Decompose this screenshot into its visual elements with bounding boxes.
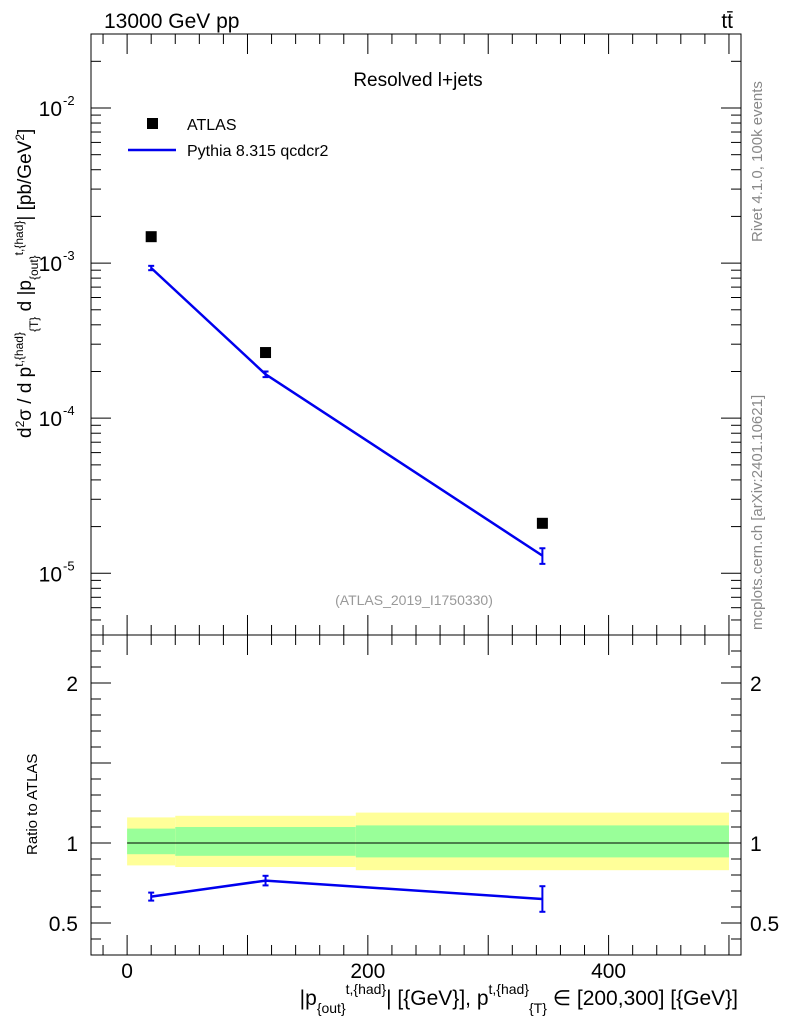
main-y-tick-label: 10 — [39, 408, 62, 431]
main-y-tick-exponent: -2 — [63, 93, 75, 108]
atlas-data-points — [145, 231, 548, 529]
x-tick-label: 400 — [591, 960, 626, 983]
main-y-tick-exponent: -4 — [63, 403, 75, 418]
energy-label: 13000 GeV pp — [104, 10, 239, 33]
main-y-tick-exponent: -3 — [63, 248, 75, 263]
main-y-tick-label: 10 — [39, 253, 62, 276]
ratio-y-tick-label-left: 2 — [66, 673, 78, 696]
analysis-watermark: (ATLAS_2019_I1750330) — [335, 592, 493, 608]
atlas-data-point — [536, 517, 548, 529]
chart-title: Resolved l+jets — [353, 70, 482, 91]
ratio-y-tick-label-left: 1 — [66, 833, 78, 856]
ratio-y-tick-label-right: 2 — [750, 673, 762, 696]
legend: ATLAS Pythia 8.315 qcdcr2 — [128, 117, 329, 160]
main-y-tick-label: 10 — [39, 98, 62, 121]
ratio-y-tick-label-left: 0.5 — [49, 913, 78, 936]
ratio-y-axis-label: Ratio to ATLAS — [24, 754, 41, 855]
ratio-band-inner-1 — [175, 827, 356, 856]
main-y-axis-label: d2σ / d pt,{had}{T} d |p{out}t,{had}| [p… — [12, 129, 41, 438]
source-label: mcplots.cern.ch [arXiv:2401.10621] — [749, 395, 766, 630]
ratio-y-tick-label-right: 1 — [750, 833, 762, 856]
legend-mc-label: Pythia 8.315 qcdcr2 — [187, 143, 329, 160]
rivet-version-label: Rivet 4.1.0, 100k events — [749, 81, 766, 242]
x-tick-label: 0 — [121, 960, 133, 983]
mc-series-ratio — [148, 874, 546, 913]
x-axis-label: |p{out}t,{had}| [{GeV}], pt,{had}{T} ∈ [… — [300, 981, 738, 1016]
atlas-data-point — [145, 231, 157, 243]
atlas-data-point — [260, 347, 272, 359]
ratio-y-tick-label-right: 0.5 — [750, 913, 779, 936]
ratio-y-ticks — [91, 650, 741, 940]
ratio-band-inner-0 — [127, 828, 176, 855]
legend-atlas-label: ATLAS — [187, 117, 237, 134]
legend-atlas-marker — [147, 118, 158, 129]
x-axis-ticks — [102, 34, 730, 955]
ratio-plot-frame — [90, 634, 742, 956]
main-y-minor-ticks — [91, 33, 741, 636]
x-tick-label: 200 — [350, 960, 385, 983]
main-y-tick-label: 10 — [39, 563, 62, 586]
ratio-band-inner-2 — [355, 825, 729, 858]
main-y-tick-exponent: -5 — [63, 558, 75, 573]
process-label: tt̄ — [721, 10, 733, 33]
ratio-uncertainty-bands — [127, 812, 729, 871]
mc-series-main — [148, 264, 546, 565]
mc-main-line — [150, 267, 544, 557]
main-y-major-ticks — [91, 107, 741, 574]
mc-ratio-line — [151, 879, 543, 901]
